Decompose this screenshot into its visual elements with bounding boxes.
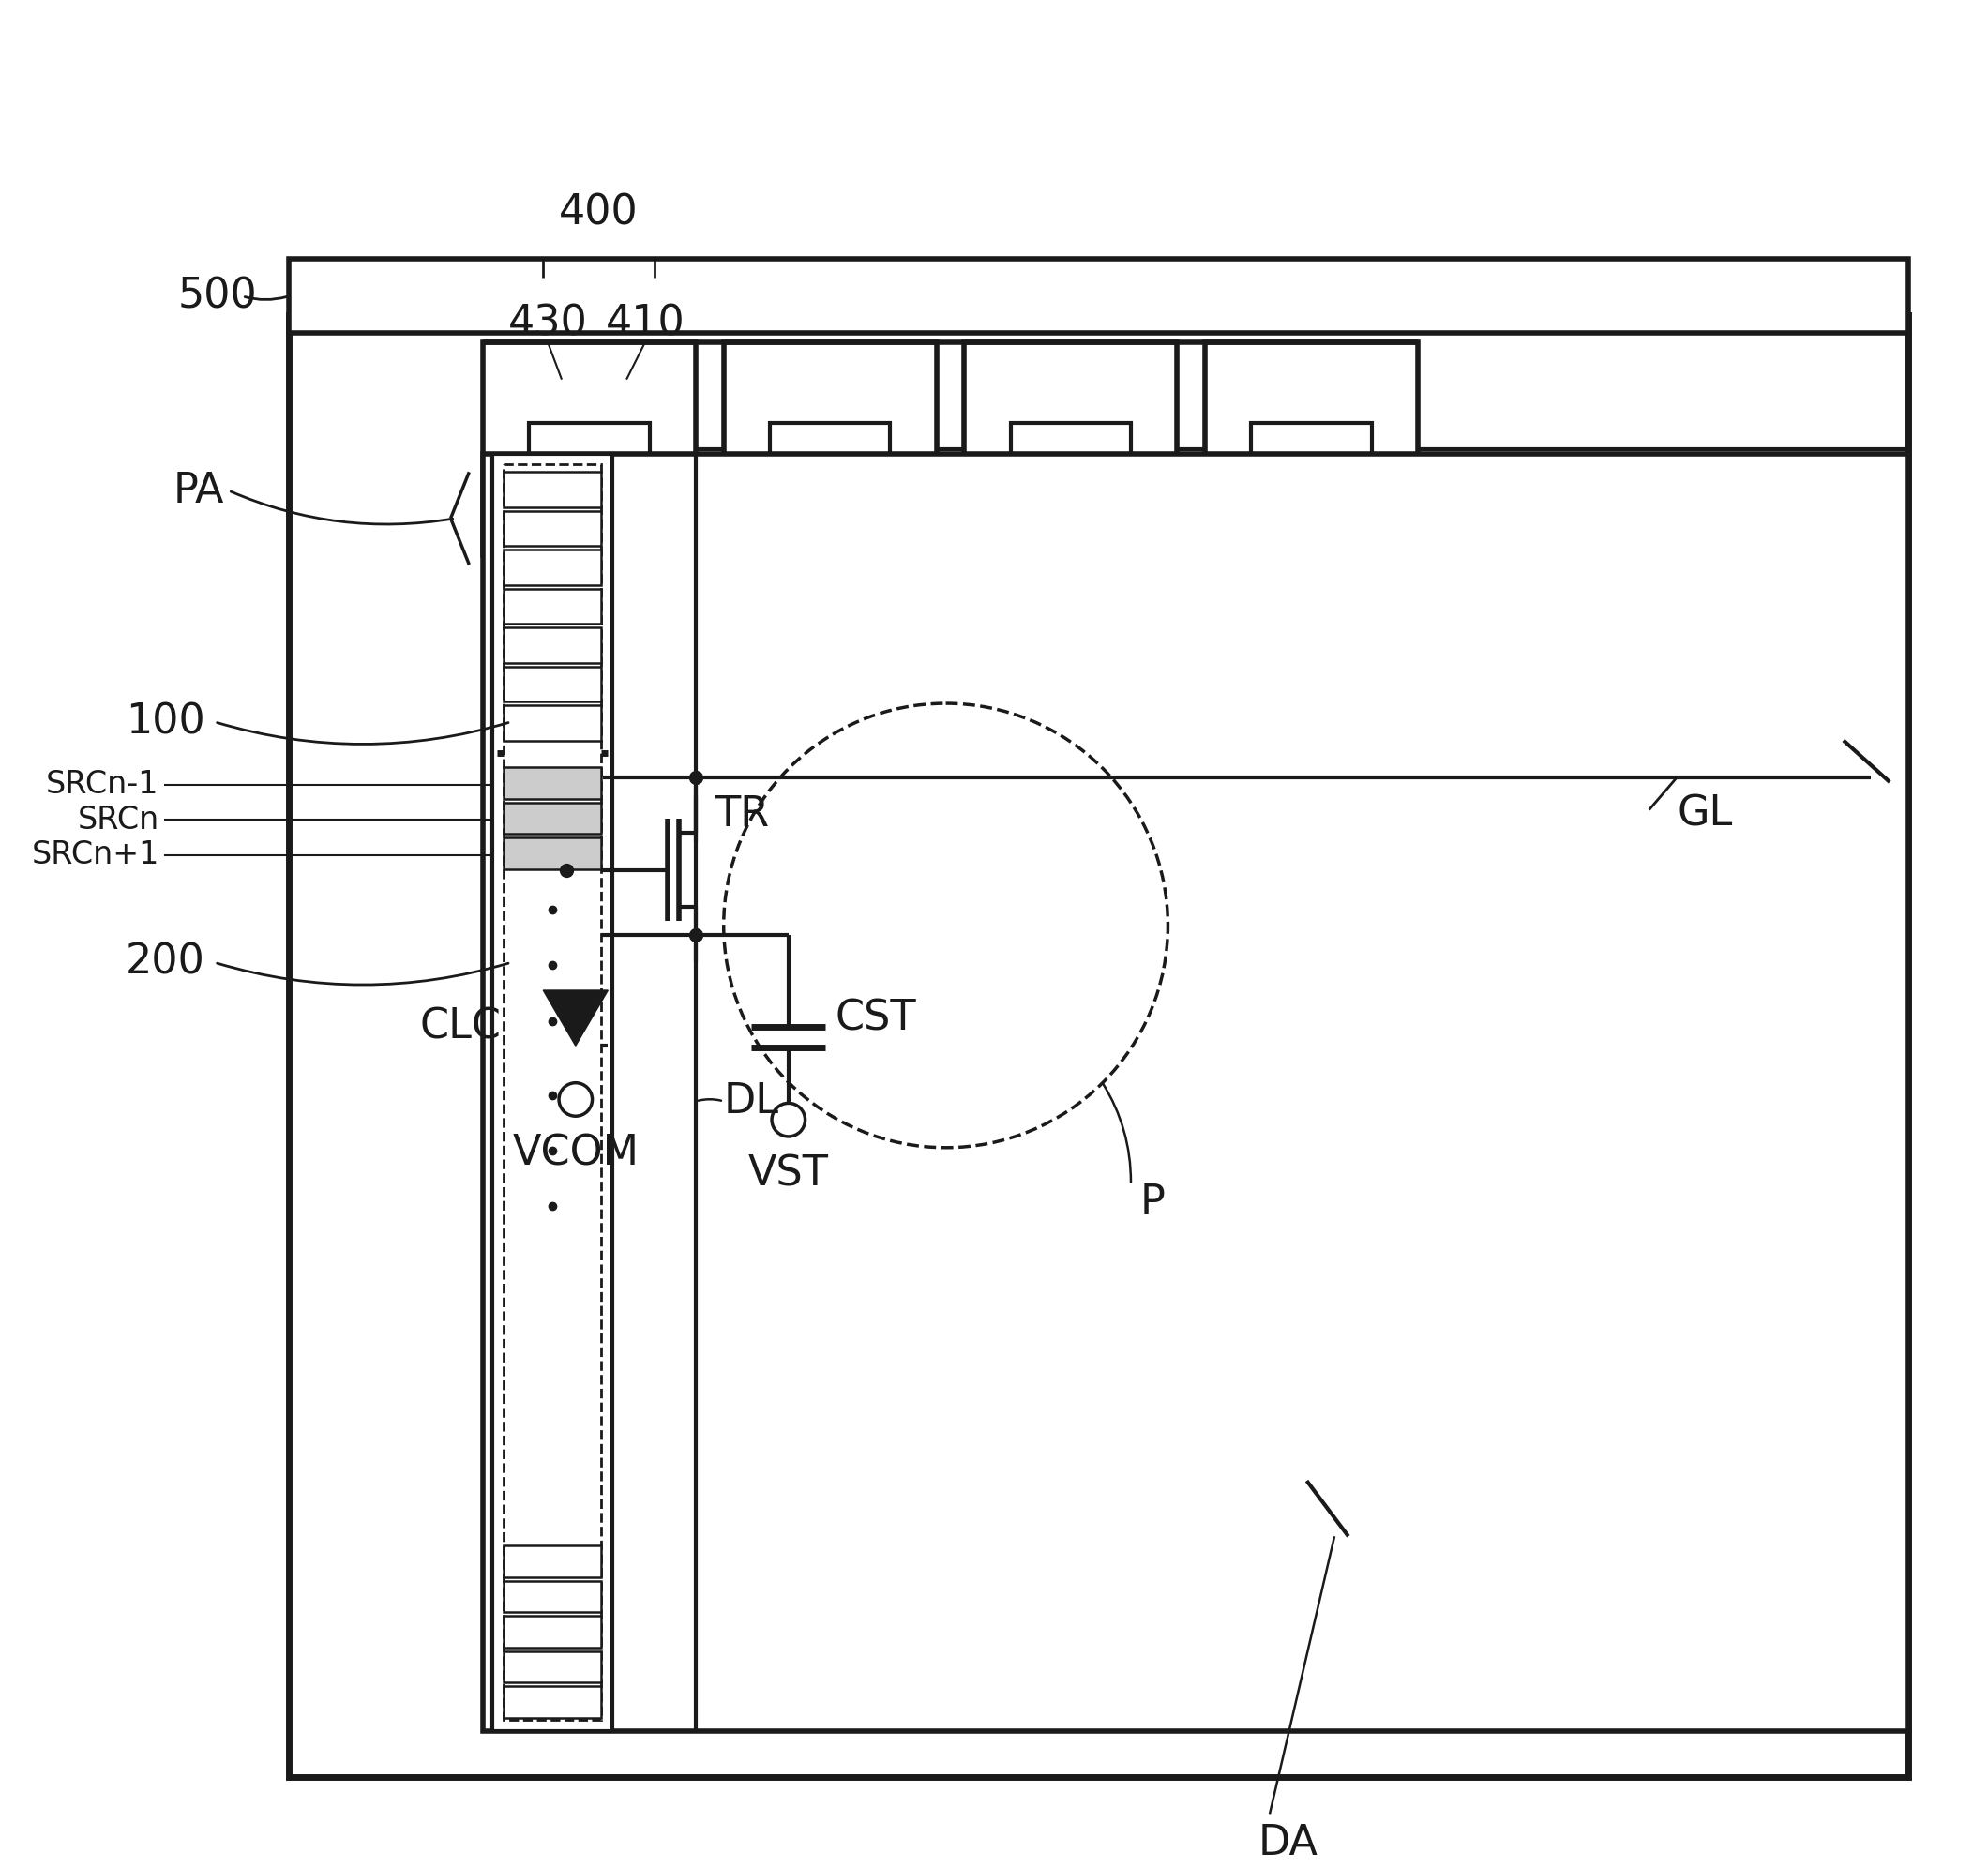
Polygon shape	[543, 990, 608, 1046]
Text: 400: 400	[559, 192, 638, 234]
FancyBboxPatch shape	[503, 473, 602, 508]
FancyBboxPatch shape	[288, 314, 1908, 1776]
Text: VST: VST	[747, 1154, 829, 1194]
Text: VCOM: VCOM	[513, 1134, 638, 1175]
Text: CLC: CLC	[419, 1007, 501, 1048]
FancyBboxPatch shape	[503, 1687, 602, 1719]
Text: 200: 200	[125, 941, 205, 983]
FancyBboxPatch shape	[503, 803, 602, 833]
FancyBboxPatch shape	[1205, 342, 1417, 555]
FancyBboxPatch shape	[503, 549, 602, 585]
Text: CST: CST	[835, 998, 916, 1039]
Text: SRCn-1: SRCn-1	[46, 770, 159, 800]
FancyBboxPatch shape	[503, 706, 602, 740]
FancyBboxPatch shape	[288, 260, 1908, 333]
FancyBboxPatch shape	[503, 837, 602, 869]
Text: DA: DA	[1258, 1823, 1318, 1864]
FancyBboxPatch shape	[483, 454, 1908, 1730]
FancyBboxPatch shape	[503, 588, 602, 624]
FancyBboxPatch shape	[503, 1651, 602, 1683]
FancyBboxPatch shape	[503, 667, 602, 702]
Text: 500: 500	[177, 276, 256, 316]
FancyBboxPatch shape	[493, 454, 612, 1730]
FancyBboxPatch shape	[1250, 422, 1372, 474]
FancyBboxPatch shape	[503, 1616, 602, 1648]
Text: SRCn+1: SRCn+1	[32, 841, 159, 870]
Text: DL: DL	[724, 1082, 779, 1121]
Text: TR: TR	[714, 794, 769, 835]
Text: 100: 100	[125, 702, 205, 742]
FancyBboxPatch shape	[724, 342, 936, 555]
FancyBboxPatch shape	[503, 768, 602, 800]
FancyBboxPatch shape	[964, 342, 1177, 555]
FancyBboxPatch shape	[769, 422, 891, 474]
FancyBboxPatch shape	[503, 1545, 602, 1577]
FancyBboxPatch shape	[503, 1580, 602, 1612]
FancyBboxPatch shape	[503, 510, 602, 545]
FancyBboxPatch shape	[483, 342, 696, 555]
FancyBboxPatch shape	[1010, 422, 1131, 474]
FancyBboxPatch shape	[503, 628, 602, 663]
FancyBboxPatch shape	[503, 465, 602, 1720]
Text: GL: GL	[1678, 794, 1732, 835]
Text: P: P	[1141, 1182, 1165, 1224]
Text: 430: 430	[509, 304, 588, 344]
Text: SRCn: SRCn	[78, 805, 159, 835]
Text: 410: 410	[604, 304, 684, 344]
FancyBboxPatch shape	[529, 422, 650, 474]
Text: PA: PA	[173, 471, 225, 510]
